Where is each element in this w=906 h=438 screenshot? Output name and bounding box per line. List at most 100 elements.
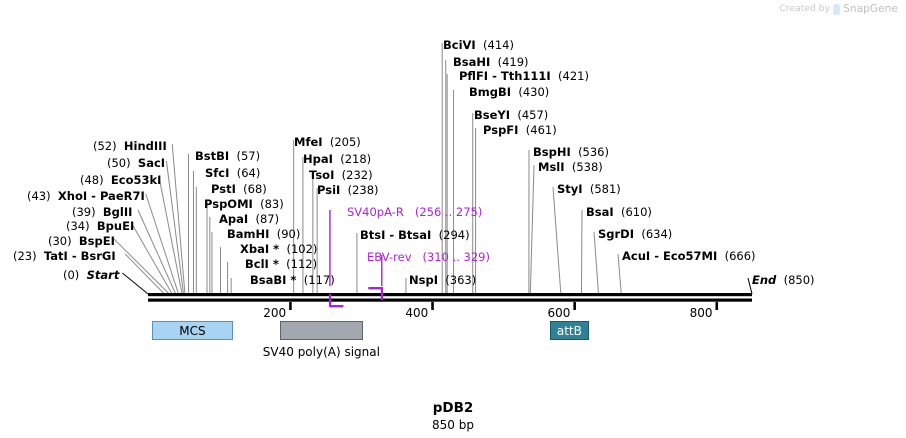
- enzyme-site-label: (43) XhoI - PaeR7I: [27, 190, 145, 202]
- primer-mark: [328, 294, 344, 308]
- enzyme-site-label: BciVI (414): [443, 39, 514, 51]
- star-activity-icon: *: [269, 242, 280, 256]
- site-name: XbaI: [240, 242, 270, 256]
- primer-mark: [368, 287, 383, 300]
- site-position: (538): [571, 160, 603, 174]
- leader-line: [552, 186, 562, 295]
- feature-mcs[interactable]: MCS: [151, 321, 234, 340]
- site-position: (87): [255, 212, 280, 226]
- site-position: (102): [286, 242, 318, 256]
- enzyme-site-label: End (850): [752, 274, 815, 286]
- enzyme-site-label: BclI * (112): [245, 258, 317, 270]
- site-name: PstI: [211, 182, 236, 196]
- site-name-alt: Tth111I: [500, 69, 551, 83]
- feature-sv40[interactable]: [280, 321, 363, 340]
- enzyme-site-label: PstI (68): [211, 183, 267, 195]
- enzyme-site-label: (50) SacI: [107, 157, 165, 169]
- site-name: TatI: [43, 249, 68, 263]
- enzyme-site-label: (30) BspEI: [48, 235, 115, 247]
- site-position: (218): [340, 152, 372, 166]
- site-position: (0): [63, 268, 80, 282]
- enzyme-site-label: BmgBI (430): [469, 86, 549, 98]
- leader-line: [124, 253, 165, 295]
- feature-attb[interactable]: attB: [550, 321, 589, 340]
- enzyme-site-label: BseYI (457): [474, 109, 548, 121]
- site-name: BamHI: [227, 227, 270, 241]
- site-position: (294): [438, 228, 470, 242]
- enzyme-site-label: (0) Start: [63, 269, 119, 281]
- site-position: (850): [783, 273, 815, 287]
- site-name: ApaI: [219, 212, 249, 226]
- site-position: (461): [525, 123, 557, 137]
- enzyme-site-label: PspOMI (83): [204, 198, 284, 210]
- site-position: (610): [620, 205, 652, 219]
- leader-line: [617, 253, 622, 295]
- site-position: (30): [48, 234, 72, 248]
- site-position: (430): [518, 85, 550, 99]
- site-position: (363): [445, 273, 477, 287]
- site-name: AcuI: [622, 249, 651, 263]
- site-name-separator: -: [488, 69, 501, 83]
- enzyme-site-label: PsiI (238): [317, 184, 379, 196]
- site-position: (68): [243, 182, 267, 196]
- enzyme-site-label: (48) Eco53kI: [80, 174, 161, 186]
- site-position: (421): [558, 69, 589, 83]
- leader-line: [165, 160, 185, 295]
- site-position: (23): [13, 249, 37, 263]
- feature-caption: SV40 poly(A) signal: [262, 345, 380, 359]
- site-name: BseYI: [474, 108, 511, 122]
- site-name: BciVI: [443, 38, 476, 52]
- site-position: (64): [236, 166, 261, 180]
- site-name: PsiI: [317, 183, 341, 197]
- site-name: MslI: [538, 160, 565, 174]
- primer-name: SV40pA-R: [347, 205, 404, 219]
- site-name: End: [752, 273, 777, 287]
- leader-line: [122, 272, 149, 295]
- star-activity-icon: *: [286, 273, 297, 287]
- site-name-alt: BtsaI: [398, 228, 432, 242]
- plasmid-title-block: pDB2 850 bp: [0, 400, 906, 432]
- enzyme-site-label: (52) HindIII: [93, 140, 167, 152]
- leader-line: [171, 143, 186, 295]
- site-name: BtsI: [360, 228, 386, 242]
- enzyme-site-label: (34) BpuEI: [66, 220, 134, 232]
- ruler-tick: [431, 302, 434, 310]
- ruler-tick: [715, 302, 719, 310]
- enzyme-site-label: (39) BglII: [72, 206, 132, 218]
- site-position: (34): [66, 219, 90, 233]
- site-name: BclI: [245, 257, 269, 271]
- site-name-separator: -: [650, 249, 663, 263]
- leader-line: [137, 209, 177, 295]
- enzyme-site-label: BspHI (536): [533, 146, 609, 158]
- site-name: PspOMI: [204, 197, 253, 211]
- site-name-separator: -: [385, 228, 399, 242]
- enzyme-site-label: StyI (581): [557, 183, 621, 195]
- ruler-tick-label: 400: [405, 306, 429, 320]
- enzyme-site-label: AcuI - Eco57MI (666): [622, 250, 756, 262]
- enzyme-site-label: XbaI * (102): [240, 243, 317, 255]
- site-position: (419): [497, 55, 529, 69]
- leader-line: [131, 223, 173, 295]
- site-name: BpuEI: [96, 219, 135, 233]
- site-name-alt: PaeR7I: [99, 189, 145, 203]
- watermark-prefix: Created by: [779, 4, 831, 14]
- site-name-separator: -: [87, 189, 100, 203]
- enzyme-site-label: NspI (363): [409, 274, 476, 286]
- site-name: BspHI: [533, 145, 571, 159]
- plasmid-length: 850 bp: [432, 418, 474, 432]
- site-position: (48): [80, 173, 104, 187]
- site-position: (457): [517, 108, 549, 122]
- leader-line: [593, 231, 600, 295]
- enzyme-site-label: SgrDI (634): [598, 228, 672, 240]
- site-name: Start: [86, 268, 120, 282]
- enzyme-site-label: HpaI (218): [303, 153, 371, 165]
- primer-label: EBV-rev (310 .. 329): [367, 251, 490, 263]
- site-name: HpaI: [303, 152, 333, 166]
- site-position: (238): [347, 183, 379, 197]
- site-name-separator: -: [67, 249, 81, 263]
- leader-line: [158, 177, 183, 295]
- enzyme-site-label: SfcI (64): [205, 167, 260, 179]
- ruler-tick-label: 600: [547, 306, 571, 320]
- star-activity-icon: *: [268, 257, 279, 271]
- plasmid-name: pDB2: [432, 400, 474, 416]
